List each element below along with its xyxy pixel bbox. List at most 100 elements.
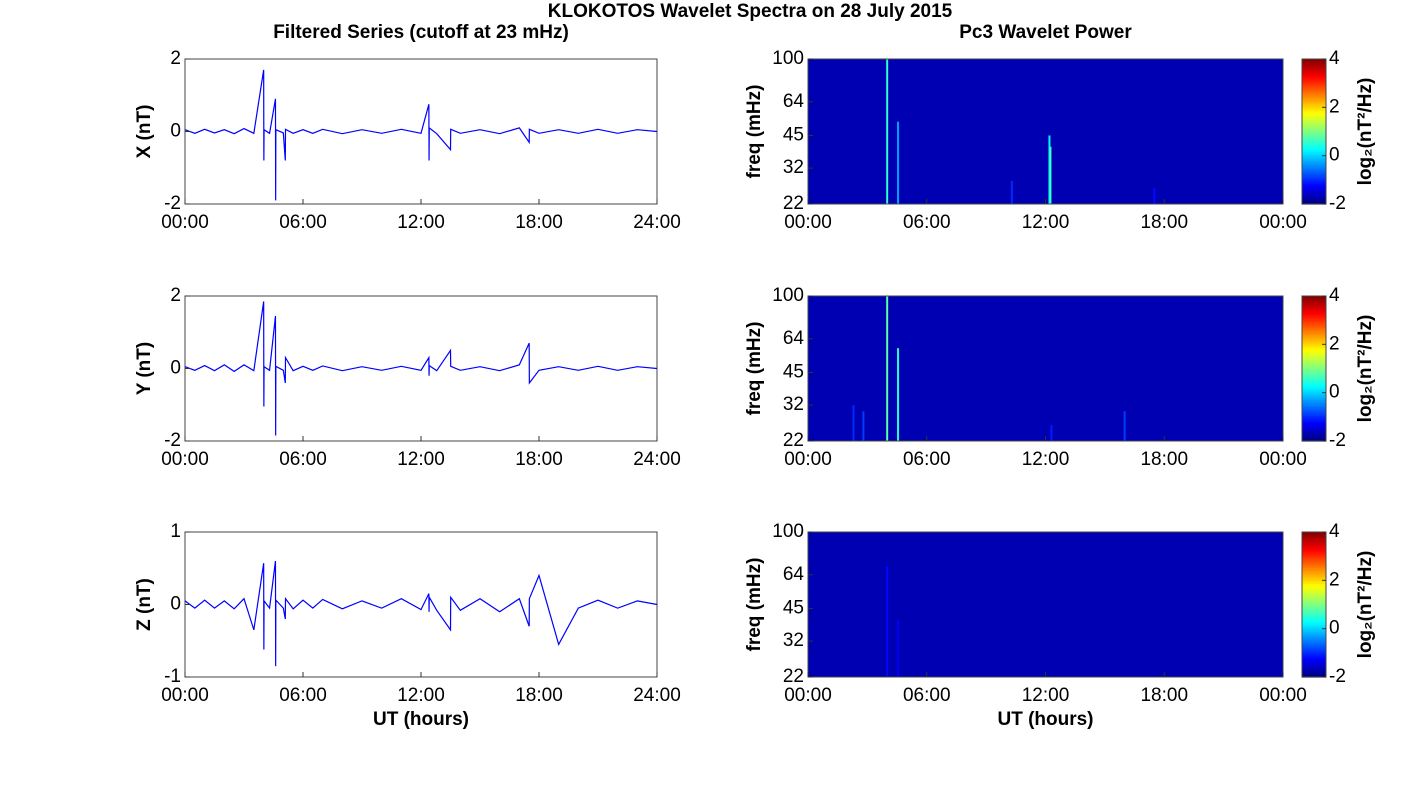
colorbar-cell	[1302, 577, 1326, 581]
colorbar-cell	[1302, 108, 1326, 112]
x-tick-label: 00:00	[1259, 449, 1307, 470]
colorbar-cell	[1302, 532, 1326, 535]
y-tick-label: 32	[783, 157, 804, 178]
colorbar-cell	[1302, 179, 1326, 182]
y-tick-label: 32	[783, 630, 804, 651]
colorbar-cell	[1302, 633, 1326, 637]
colorbar-tick-label: 4	[1329, 48, 1340, 69]
series-line	[184, 69, 658, 201]
colorbar-cell	[1302, 647, 1326, 651]
heatmap-streak	[1123, 411, 1126, 441]
colorbar-cell	[1302, 395, 1326, 399]
colorbar-cell	[1302, 181, 1326, 185]
colorbar-cell	[1302, 314, 1326, 317]
colorbar-cell	[1302, 624, 1326, 628]
colorbar-cell	[1302, 160, 1326, 164]
heatmap-base	[808, 532, 1283, 677]
colorbar-cell	[1302, 413, 1326, 417]
colorbar-cell	[1302, 194, 1326, 198]
colorbar-cell	[1302, 606, 1326, 610]
colorbar-cell	[1302, 588, 1326, 592]
colorbar-cell	[1302, 547, 1326, 551]
colorbar-cell	[1302, 379, 1326, 383]
colorbar-cell	[1302, 74, 1326, 78]
colorbar-cell	[1302, 352, 1326, 356]
colorbar-cell	[1302, 140, 1326, 144]
y-tick-label: 64	[783, 328, 805, 349]
x-tick-label: 24:00	[633, 685, 681, 706]
colorbar-cell	[1302, 613, 1326, 617]
colorbar-cell	[1302, 329, 1326, 333]
colorbar-cell	[1302, 370, 1326, 374]
colorbar-cell	[1302, 145, 1326, 148]
y-tick-label: -2	[164, 193, 181, 214]
colorbar-cell	[1302, 609, 1326, 612]
colorbar-cell	[1302, 115, 1326, 119]
colorbar-cell	[1302, 667, 1326, 671]
colorbar-cell	[1302, 350, 1326, 354]
colorbar-cell	[1302, 86, 1326, 90]
y-tick-label: 45	[783, 361, 804, 382]
y-axis-label: freq (mHz)	[744, 85, 765, 179]
colorbar-cell	[1302, 83, 1326, 87]
x-tick-label: 06:00	[903, 212, 951, 233]
colorbar-cell	[1302, 674, 1326, 678]
colorbar-tick-label: -2	[1329, 666, 1346, 687]
colorbar-cell	[1302, 382, 1326, 385]
colorbar-cell	[1302, 99, 1326, 103]
colorbar-cell	[1302, 136, 1326, 139]
colorbar-cell	[1302, 568, 1326, 572]
y-axis-label: Z (nT)	[134, 578, 155, 631]
colorbar-cell	[1302, 298, 1326, 302]
x-tick-label: 12:00	[1022, 212, 1070, 233]
colorbar-cell	[1302, 554, 1326, 558]
colorbar-cell	[1302, 590, 1326, 594]
colorbar-cell	[1302, 534, 1326, 538]
y-tick-label: 2	[170, 48, 181, 69]
y-tick-label: 22	[783, 666, 804, 687]
y-tick-label: 100	[772, 521, 804, 542]
colorbar-cell	[1302, 436, 1326, 440]
colorbar-cell	[1302, 126, 1326, 130]
y-tick-label: -2	[164, 430, 181, 451]
colorbar-cell	[1302, 174, 1326, 178]
colorbar-cell	[1302, 323, 1326, 327]
colorbar-cell	[1302, 133, 1326, 137]
colorbar-cell	[1302, 586, 1326, 590]
colorbar-cell	[1302, 629, 1326, 633]
colorbar-tick-label: 4	[1329, 521, 1340, 542]
colorbar-cell	[1302, 654, 1326, 658]
colorbar-cell	[1302, 375, 1326, 379]
colorbar-cell	[1302, 309, 1326, 313]
colorbar-cell	[1302, 296, 1326, 299]
colorbar-cell	[1302, 391, 1326, 395]
figure-title: KLOKOTOS Wavelet Spectra on 28 July 2015	[548, 1, 953, 22]
colorbar-cell	[1302, 104, 1326, 108]
colorbar-cell	[1302, 95, 1326, 99]
colorbar-cell	[1302, 332, 1326, 336]
colorbar-cell	[1302, 429, 1326, 433]
colorbar-cell	[1302, 343, 1326, 347]
colorbar-cell	[1302, 311, 1326, 315]
y-tick-label: 100	[772, 48, 804, 69]
colorbar-cell	[1302, 656, 1326, 660]
colorbar-cell	[1302, 622, 1326, 626]
colorbar-cell	[1302, 559, 1326, 563]
colorbar-cell	[1302, 368, 1326, 372]
colorbar-cell	[1302, 384, 1326, 388]
colorbar-cell	[1302, 541, 1326, 544]
y-axis-label: freq (mHz)	[744, 558, 765, 652]
colorbar-cell	[1302, 318, 1326, 322]
colorbar-cell	[1302, 192, 1326, 196]
heatmap-streak	[886, 59, 889, 204]
colorbar-cell	[1302, 154, 1326, 158]
colorbar-cell	[1302, 597, 1326, 601]
colorbar-cell	[1302, 97, 1326, 101]
colorbar-cell	[1302, 345, 1326, 349]
colorbar-cell	[1302, 663, 1326, 667]
x-tick-label: 00:00	[161, 685, 209, 706]
x-axis-label: UT (hours)	[373, 709, 469, 730]
heatmap-streak	[1049, 146, 1052, 204]
colorbar-cell	[1302, 611, 1326, 615]
